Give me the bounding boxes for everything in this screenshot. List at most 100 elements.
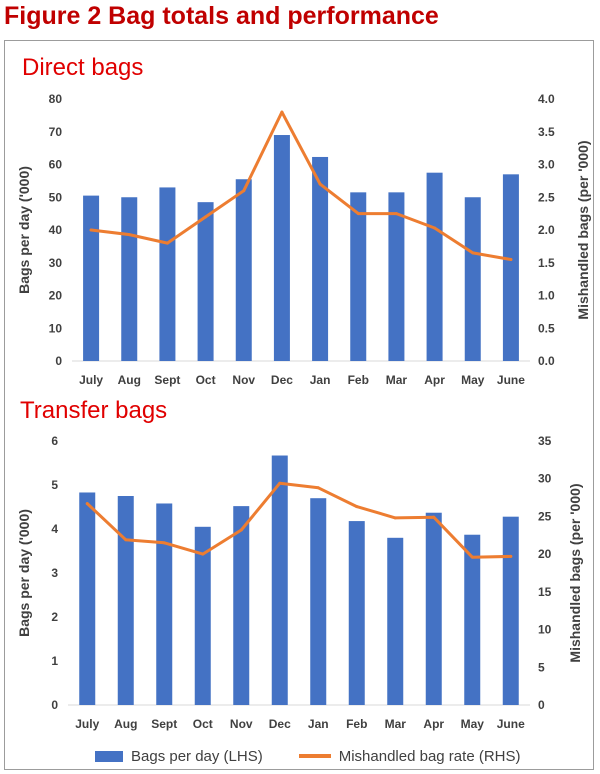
chart-title-transfer: Transfer bags: [20, 397, 168, 424]
chart-title-direct: Direct bags: [22, 54, 144, 81]
line-point-july: [85, 502, 89, 506]
legend-swatch-bar: [95, 750, 123, 762]
bar-jan: [312, 156, 329, 361]
x-tick-label: Apr: [424, 373, 445, 387]
y2-tick-label: 3.0: [538, 158, 555, 172]
bar-july: [83, 195, 100, 361]
x-tick-label: Nov: [230, 717, 253, 731]
y-tick-label: 20: [49, 289, 63, 303]
bar-sept: [156, 503, 173, 705]
line-point-oct: [201, 552, 205, 556]
bar-may: [464, 197, 481, 361]
x-tick-label: June: [497, 373, 525, 387]
y-tick-label: 70: [49, 125, 63, 139]
line-point-dec: [280, 110, 284, 114]
bar-may: [464, 534, 481, 705]
y-tick-label: 50: [49, 190, 63, 204]
y-tick-label: 4: [51, 522, 58, 536]
y-tick-label: 6: [51, 434, 58, 448]
line-point-aug: [127, 233, 131, 237]
line-point-aug: [124, 538, 128, 542]
figure-title: Figure 2 Bag totals and performance: [4, 2, 439, 30]
line-point-mar: [393, 516, 397, 520]
line-point-mar: [394, 212, 398, 216]
y-tick-label: 40: [49, 223, 63, 237]
x-tick-label: Feb: [348, 373, 369, 387]
legend: Bags per day (LHS) Mishandled bag rate (…: [95, 743, 557, 769]
line-point-dec: [278, 481, 282, 485]
x-tick-label: Jan: [310, 373, 331, 387]
x-tick-label: Mar: [385, 717, 407, 731]
x-tick-label: Sept: [151, 717, 177, 731]
y-tick-label: 1: [51, 654, 58, 668]
x-tick-label: Nov: [232, 373, 255, 387]
legend-label-bars: Bags per day (LHS): [131, 747, 263, 765]
line-point-june: [509, 554, 513, 558]
bar-june: [502, 174, 519, 361]
bar-feb: [348, 521, 365, 705]
bar-june: [502, 516, 519, 705]
x-tick-label: Mar: [386, 373, 408, 387]
y-tick-label: 3: [51, 566, 58, 580]
mishandled-rate-line: [89, 110, 513, 261]
y2-tick-label: 0: [538, 698, 545, 712]
x-tick-label: Apr: [423, 717, 444, 731]
bar-aug: [117, 496, 134, 705]
y-tick-label: 0: [51, 698, 58, 712]
x-tick-label: July: [75, 717, 99, 731]
bar-dec: [273, 135, 290, 361]
direct-bags-chart: 0 10 20 30 40 50 60 70 80 0.0 0.5 1.0 1.5 2.0 2.5 3.0 3.…: [16, 92, 591, 387]
y2-tick-label: 20: [538, 547, 552, 561]
y2-tick-label: 5: [538, 660, 545, 674]
y2-tick-label: 2.5: [538, 190, 555, 204]
y2-tick-label: 3.5: [538, 125, 555, 139]
line-point-apr: [432, 515, 436, 519]
bar-nov: [235, 179, 252, 361]
y2-tick-label: 0.0: [538, 354, 555, 368]
bar-oct: [194, 526, 211, 705]
mishandled-rate-line: [85, 481, 513, 559]
y2-tick-label: 30: [538, 472, 552, 486]
line-point-sept: [165, 241, 169, 245]
bar-july: [79, 492, 96, 705]
line-point-feb: [355, 505, 359, 509]
y-tick-label: 30: [49, 256, 63, 270]
x-tick-label: Jan: [308, 717, 329, 731]
bar-mar: [388, 192, 405, 361]
y2-tick-label: 1.0: [538, 289, 555, 303]
bar-mar: [387, 537, 404, 705]
y2-tick-label: 4.0: [538, 92, 555, 106]
x-tick-label: Dec: [271, 373, 293, 387]
y-tick-label: 0: [55, 354, 62, 368]
bar-feb: [350, 192, 367, 361]
legend-item-line: Mishandled bag rate (RHS): [298, 748, 521, 765]
y2-tick-label: 35: [538, 434, 552, 448]
line-point-nov: [242, 189, 246, 193]
y-tick-label: 60: [49, 158, 63, 172]
y-tick-label: 5: [51, 478, 58, 492]
x-tick-label: Dec: [269, 717, 291, 731]
bar-apr: [425, 512, 442, 705]
bar-dec: [271, 455, 288, 705]
x-tick-label: Sept: [154, 373, 180, 387]
line-point-oct: [204, 215, 208, 219]
x-tick-label: May: [461, 717, 485, 731]
bar-jan: [310, 498, 327, 705]
line-point-feb: [356, 212, 360, 216]
bar-nov: [233, 506, 250, 705]
x-tick-label: July: [79, 373, 103, 387]
x-tick-label: May: [461, 373, 485, 387]
line-point-jan: [316, 486, 320, 490]
y-axis-label: Bags per day ('000): [16, 509, 32, 637]
line-point-may: [471, 251, 475, 255]
bar-oct: [197, 202, 214, 361]
bar-sept: [159, 187, 176, 361]
x-tick-label: June: [497, 717, 525, 731]
y2-axis-label: Mishandled bags (per '000): [567, 483, 583, 662]
y-tick-label: 80: [49, 92, 63, 106]
y-tick-label: 2: [51, 610, 58, 624]
y2-tick-label: 2.0: [538, 223, 555, 237]
line-point-sept: [162, 541, 166, 545]
bar-aug: [121, 197, 138, 361]
